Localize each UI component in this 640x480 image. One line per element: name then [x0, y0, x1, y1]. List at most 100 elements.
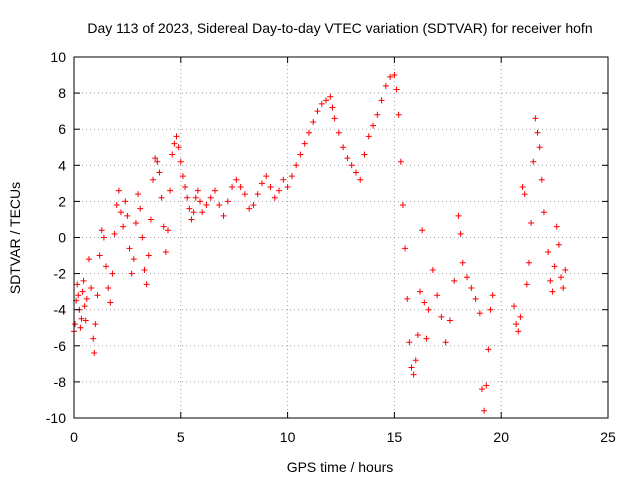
- data-point: [457, 230, 464, 237]
- data-point: [530, 158, 537, 165]
- data-point: [271, 194, 278, 201]
- data-point: [404, 295, 411, 302]
- data-point: [410, 371, 417, 378]
- data-point: [521, 191, 528, 198]
- x-tick-labels: 0 5 10 15 20 25: [70, 429, 616, 445]
- data-point: [297, 151, 304, 158]
- data-point: [468, 285, 475, 292]
- data-point: [107, 299, 114, 306]
- data-point: [335, 129, 342, 136]
- data-point: [323, 97, 330, 104]
- data-point: [370, 122, 377, 129]
- x-tick-label: 10: [280, 429, 296, 445]
- data-point: [515, 328, 522, 335]
- data-point: [250, 202, 257, 209]
- data-point: [446, 317, 453, 324]
- data-point: [357, 176, 364, 183]
- data-point: [408, 364, 415, 371]
- data-point: [558, 274, 565, 281]
- y-tick-label: -4: [54, 302, 67, 318]
- data-point: [393, 86, 400, 93]
- data-point: [459, 259, 466, 266]
- data-point: [464, 274, 471, 281]
- y-tick-label: 8: [58, 85, 66, 101]
- data-point: [478, 386, 485, 393]
- data-point: [156, 169, 163, 176]
- data-point: [216, 202, 223, 209]
- y-tick-label: -6: [54, 338, 67, 354]
- y-axis-label: SDTVAR / TECUs: [7, 182, 23, 294]
- data-point: [329, 104, 336, 111]
- data-point: [258, 180, 265, 187]
- data-point: [310, 118, 317, 125]
- data-point: [284, 183, 291, 190]
- data-point: [314, 108, 321, 115]
- data-point: [305, 129, 312, 136]
- data-point: [80, 277, 87, 284]
- x-axis-label: GPS time / hours: [287, 459, 394, 475]
- data-point: [534, 129, 541, 136]
- data-point: [340, 144, 347, 151]
- data-point: [485, 346, 492, 353]
- data-point: [421, 299, 428, 306]
- data-point: [263, 173, 270, 180]
- x-tick-label: 0: [70, 429, 78, 445]
- data-point: [139, 234, 146, 241]
- data-point: [124, 212, 131, 219]
- data-point: [254, 191, 261, 198]
- data-point: [126, 245, 133, 252]
- data-point: [455, 212, 462, 219]
- data-point: [143, 281, 150, 288]
- data-point: [162, 248, 169, 255]
- data-point: [280, 176, 287, 183]
- data-point: [344, 155, 351, 162]
- data-point: [115, 187, 122, 194]
- y-tick-label: 2: [58, 193, 66, 209]
- data-point: [352, 169, 359, 176]
- data-point: [378, 97, 385, 104]
- data-point: [553, 223, 560, 230]
- data-point: [152, 155, 159, 162]
- data-point: [489, 292, 496, 299]
- data-point: [79, 288, 86, 295]
- data-point: [288, 173, 295, 180]
- data-point: [429, 266, 436, 273]
- data-point: [147, 216, 154, 223]
- data-point: [109, 270, 116, 277]
- data-point: [137, 205, 144, 212]
- data-point: [184, 194, 191, 201]
- data-point: [199, 209, 206, 216]
- data-point: [135, 191, 142, 198]
- data-point: [94, 292, 101, 299]
- data-point: [237, 183, 244, 190]
- data-point: [220, 212, 227, 219]
- data-point: [111, 230, 118, 237]
- data-point: [158, 194, 165, 201]
- data-point: [167, 187, 174, 194]
- data-point: [164, 227, 171, 234]
- data-point: [120, 223, 127, 230]
- data-point: [90, 335, 97, 342]
- data-point: [190, 209, 197, 216]
- y-tick-labels: -10 -8 -6 -4 -2 0 2 4 6 8 10: [46, 49, 66, 426]
- data-point: [188, 216, 195, 223]
- data-point: [483, 382, 490, 389]
- data-point: [81, 303, 88, 310]
- data-point: [203, 202, 210, 209]
- data-point: [402, 245, 409, 252]
- data-point: [229, 183, 236, 190]
- data-point: [92, 321, 99, 328]
- data-point: [160, 223, 167, 230]
- data-point: [547, 277, 554, 284]
- grid-lines: [74, 57, 608, 418]
- data-point: [536, 144, 543, 151]
- data-point: [555, 241, 562, 248]
- data-point: [545, 248, 552, 255]
- data-point: [438, 313, 445, 320]
- data-point: [361, 151, 368, 158]
- data-point: [414, 331, 421, 338]
- data-point: [525, 259, 532, 266]
- data-point: [132, 220, 139, 227]
- data-point: [391, 72, 398, 79]
- data-point: [182, 183, 189, 190]
